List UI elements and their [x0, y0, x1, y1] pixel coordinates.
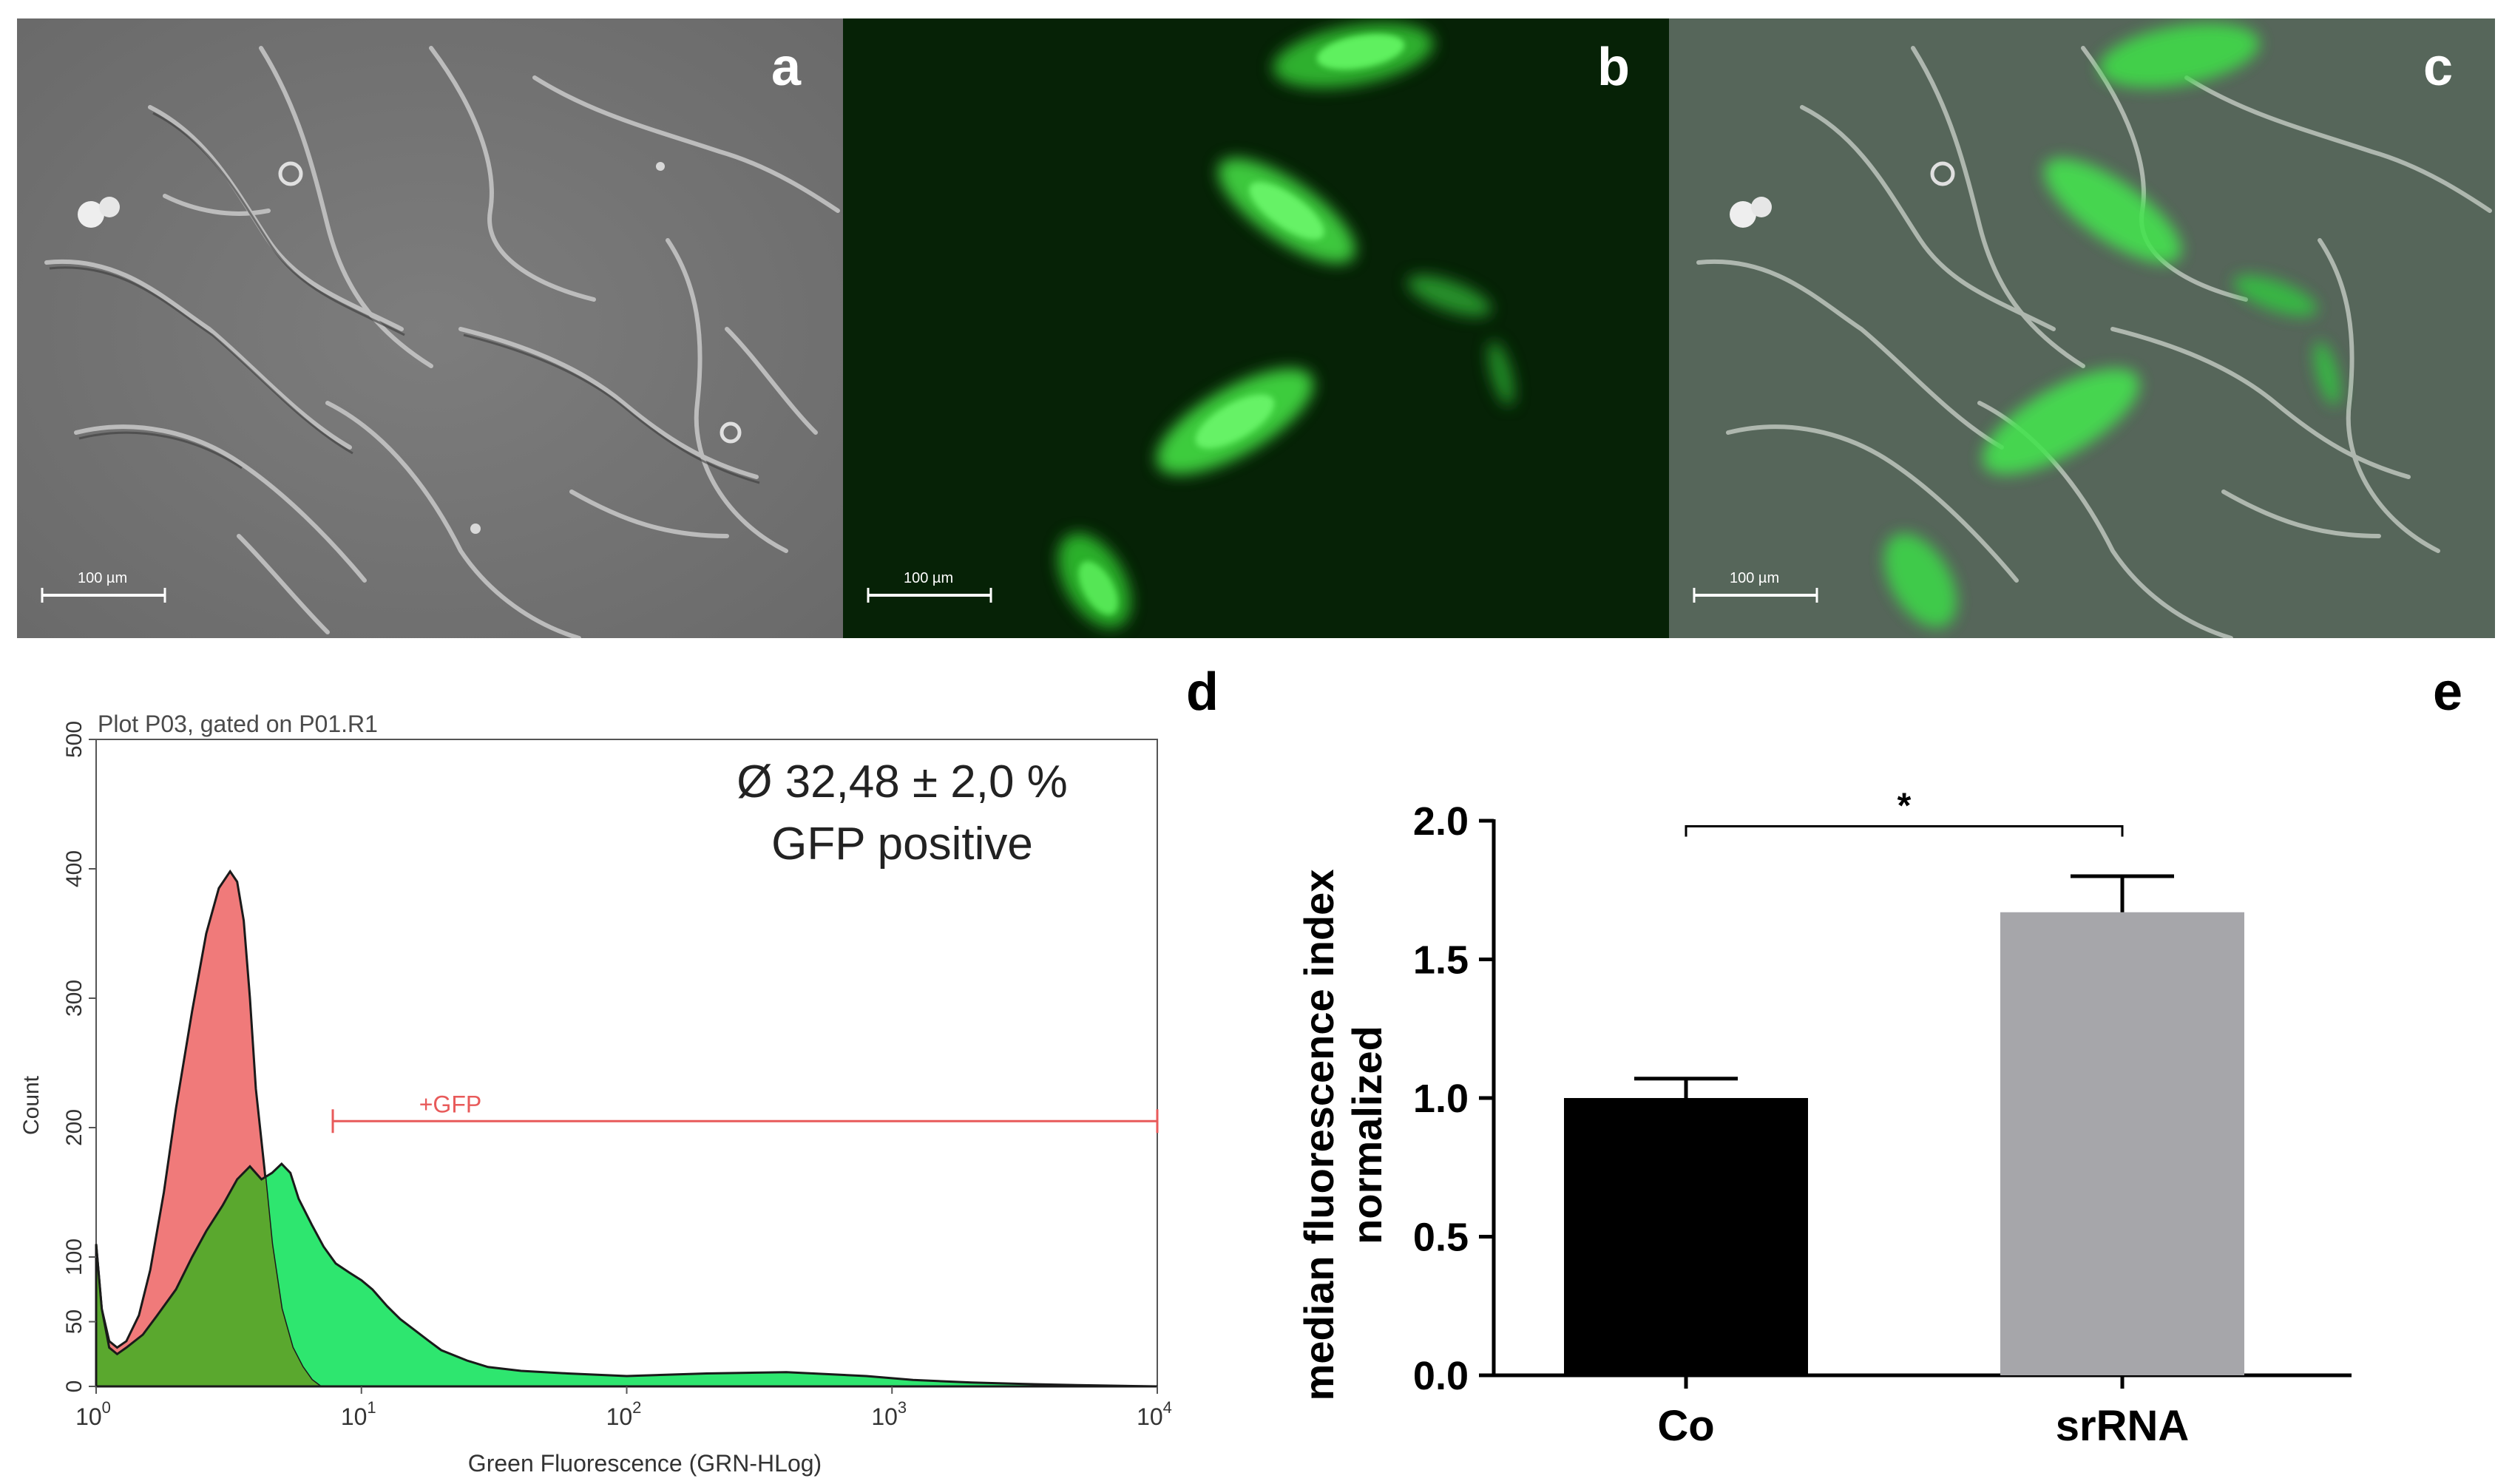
fluorescence-micrograph: [843, 18, 1669, 638]
x-tick-label: 100: [75, 1398, 111, 1430]
scalebar-label-b: 100 µm: [904, 570, 954, 586]
bar-chart-y-label-line1: median fluorescence index: [1296, 870, 1342, 1401]
scalebar-label-a: 100 µm: [78, 570, 128, 586]
y-tick-label: 1.0: [1413, 1077, 1469, 1121]
y-tick-label: 0: [62, 1380, 87, 1393]
category-label: srRNA: [2056, 1402, 2190, 1450]
scalebar-label-c: 100 µm: [1730, 570, 1780, 586]
y-tick-label: 400: [62, 850, 87, 887]
histogram-plot-title: Plot P03, gated on P01.R1: [98, 711, 378, 737]
panel-c-merged-image: 100 µm c: [1669, 18, 2495, 638]
histogram-x-ticks: 100 101 102 103 104: [75, 1386, 1172, 1430]
flow-cytometry-histogram: +GFP 100 101 102 103 104 050100200300400500 …: [19, 711, 1172, 1477]
median-fluorescence-bar-chart: 0.0 0.5 1.0 1.5 2.0 Co srRNA * median fluores…: [1296, 787, 2352, 1450]
y-tick-label: 300: [62, 980, 87, 1017]
y-tick-label: 0.0: [1413, 1354, 1469, 1398]
panel-label-e: e: [2433, 663, 2463, 722]
histogram-y-ticks: 0 50 100 200 300 400 500: [62, 721, 96, 1392]
histogram-y-axis-label: Count: [19, 1075, 44, 1135]
panel-label-c: c: [2423, 38, 2454, 97]
category-label: Co: [1657, 1402, 1714, 1450]
x-tick-label: 101: [341, 1398, 376, 1430]
significance-star: *: [1897, 787, 1912, 826]
gate-label: +GFP: [419, 1091, 481, 1117]
x-tick-label: 102: [606, 1398, 642, 1430]
panel-label-a: a: [771, 38, 802, 97]
panel-label-d: d: [1186, 663, 1219, 722]
bar: [2000, 912, 2244, 1375]
merged-micrograph: [1669, 18, 2495, 638]
y-tick-label: 0.5: [1413, 1216, 1469, 1260]
gfp-gate: +GFP: [331, 1091, 1159, 1134]
y-tick-label: 100: [62, 1239, 87, 1275]
phase-contrast-micrograph: [17, 18, 843, 638]
overlap-area: [96, 1162, 321, 1386]
gfp-percentage-annotation: Ø 32,48 ± 2,0 %: [737, 756, 1068, 807]
y-tick-label: 50: [62, 1309, 87, 1334]
bar-chart-y-label-line2: normalized: [1344, 1026, 1390, 1244]
y-tick-label: 2.0: [1413, 799, 1469, 844]
gfp-positive-annotation: GFP positive: [771, 819, 1033, 870]
x-tick-label: 103: [871, 1398, 907, 1430]
panel-b-gfp-fluorescence-image: 100 µm b: [843, 18, 1669, 638]
y-tick-label: 500: [62, 721, 87, 758]
histogram-x-axis-label: Green Fluorescence (GRN-HLog): [468, 1450, 822, 1477]
x-tick-label: 104: [1137, 1398, 1172, 1430]
significance-line: [1685, 825, 2124, 837]
significance-bracket: *: [1685, 787, 2124, 837]
bar: [1564, 1098, 1808, 1375]
y-tick-label: 1.5: [1413, 938, 1469, 983]
panel-a-phase-contrast-image: 100 µm a: [17, 18, 843, 638]
panel-label-b: b: [1597, 38, 1630, 97]
bar-chart-y-ticks: 0.0 0.5 1.0 1.5 2.0: [1413, 799, 1494, 1398]
y-tick-label: 200: [62, 1109, 87, 1146]
histogram-areas: [95, 869, 1158, 1388]
bar-chart-bars: [1564, 874, 2244, 1375]
bar-chart-categories: Co srRNA: [1657, 1375, 2189, 1450]
